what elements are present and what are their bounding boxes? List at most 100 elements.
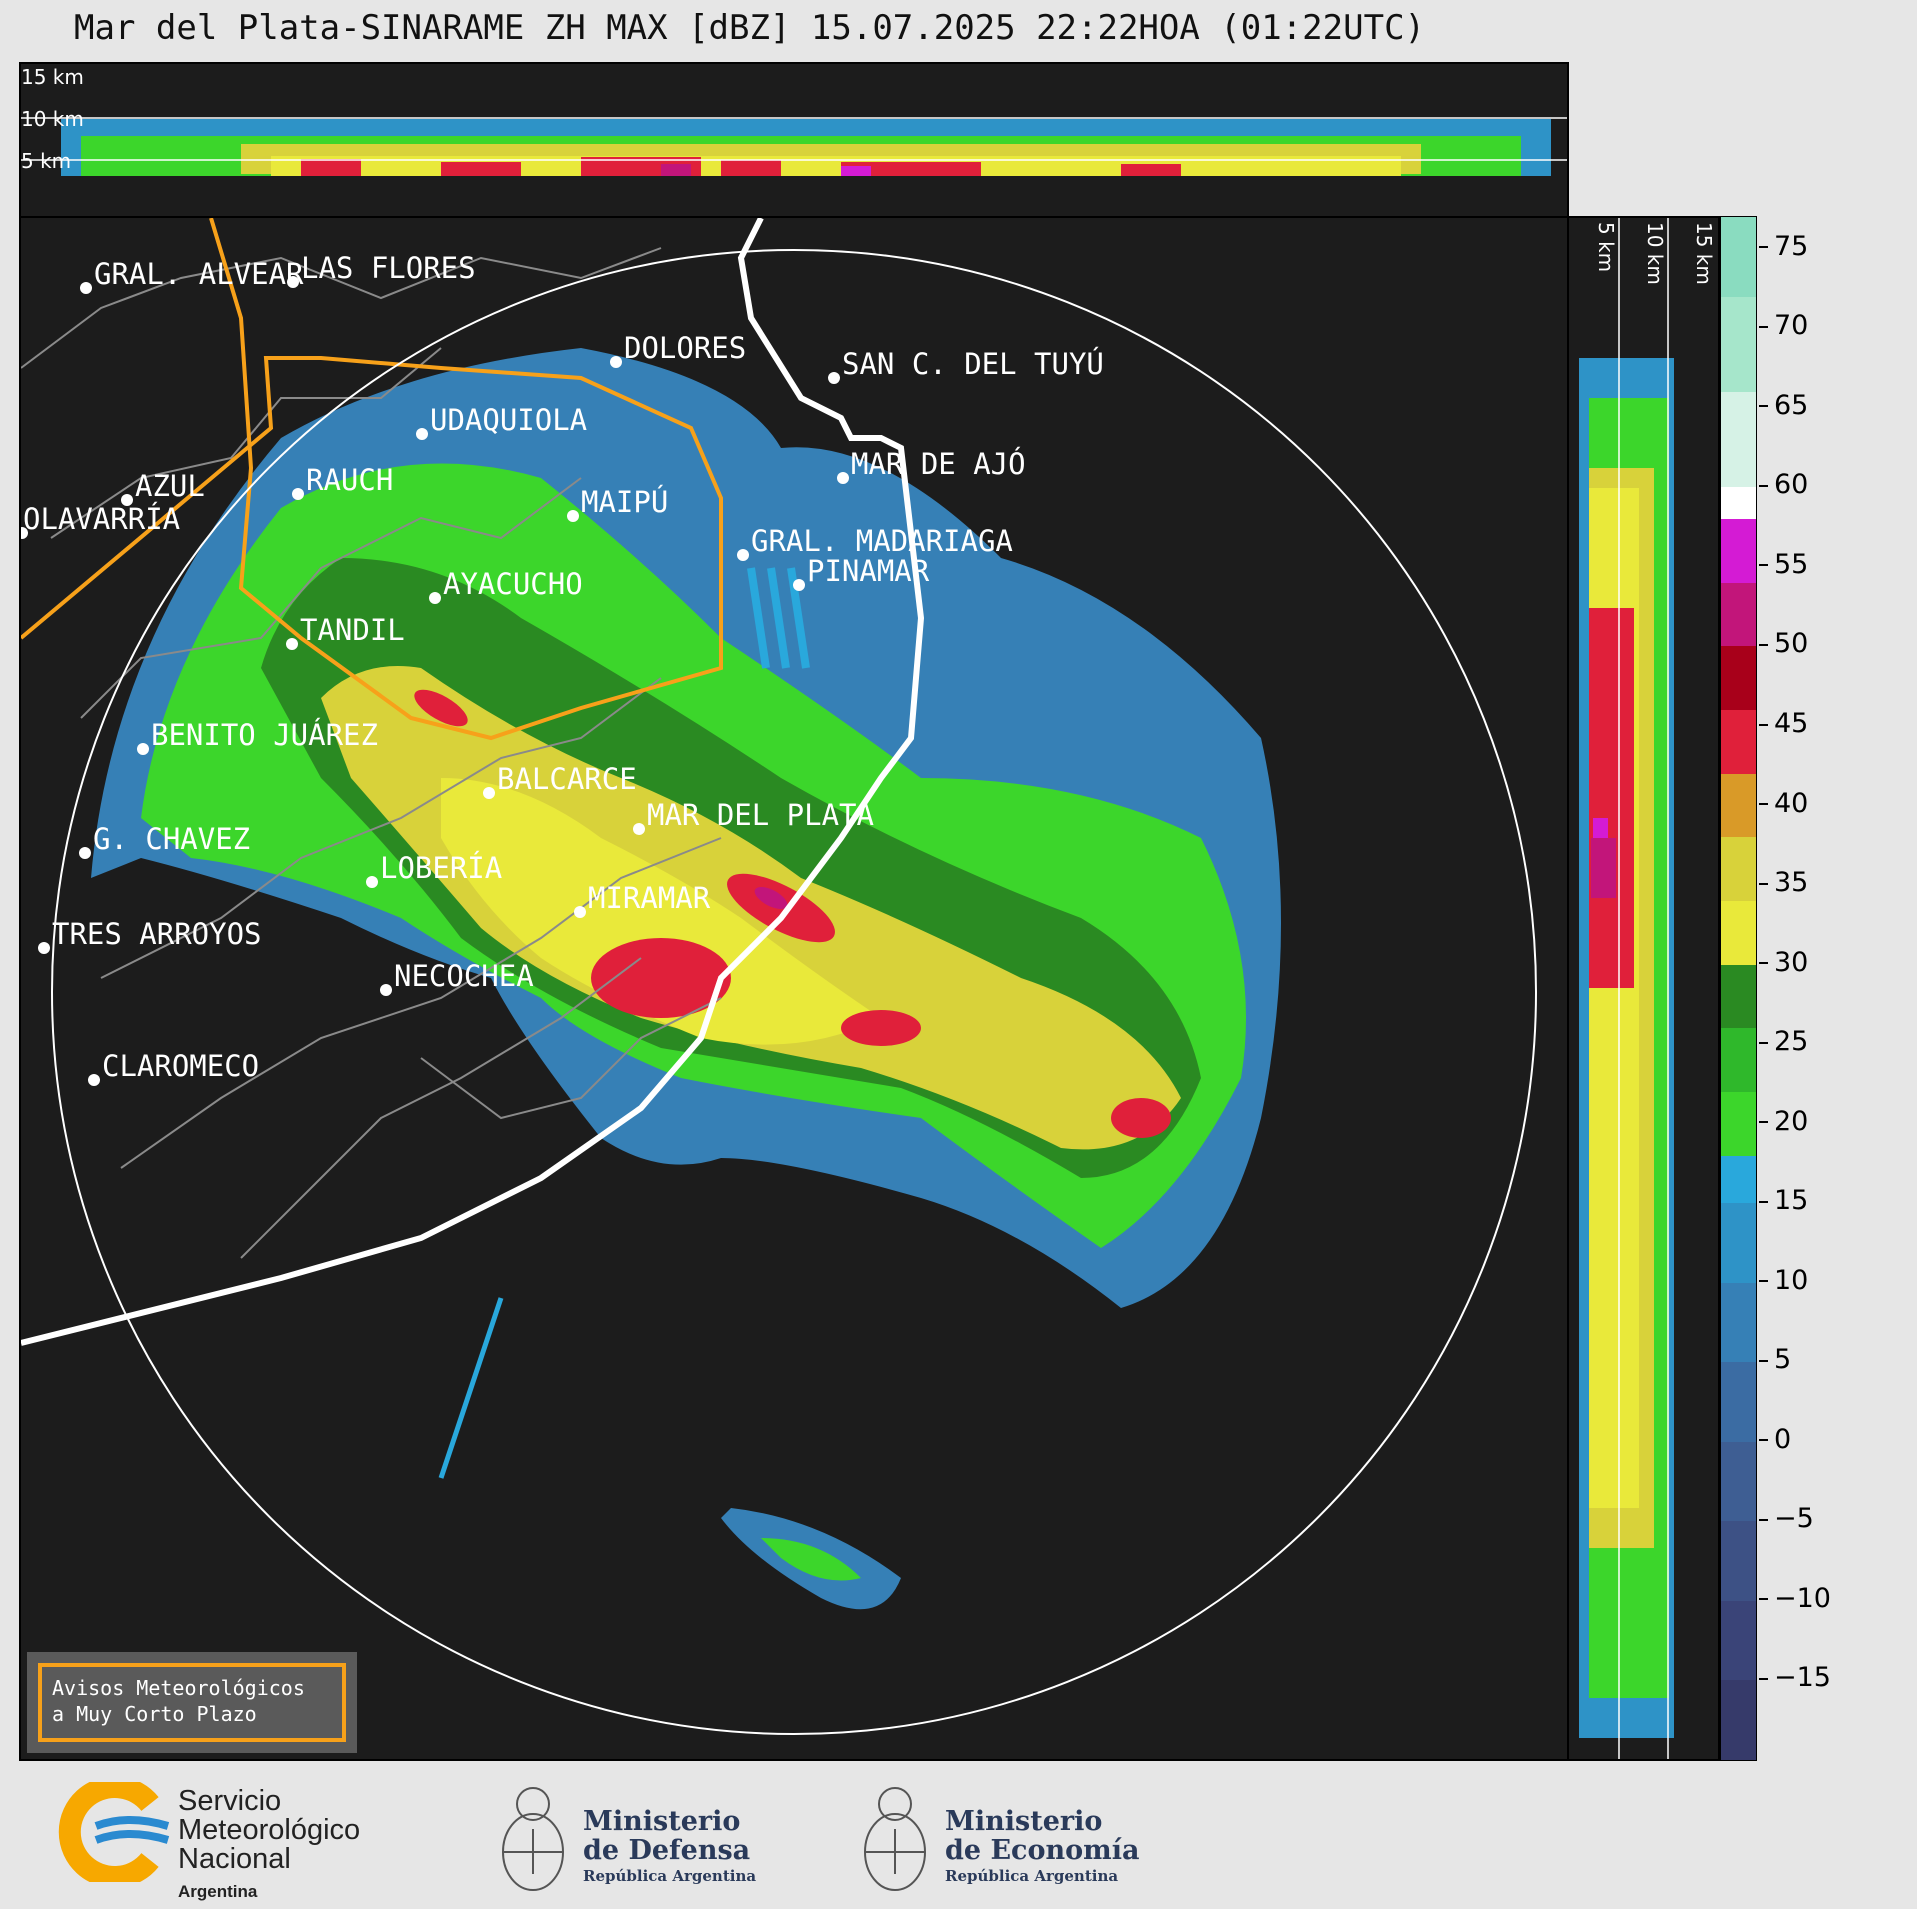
notice-line-2: a Muy Corto Plazo <box>52 1702 257 1726</box>
defensa-line-2: de Defensa <box>583 1835 751 1866</box>
top-height-label-15: 15 km <box>21 65 84 89</box>
city-label: BALCARCE <box>497 762 637 796</box>
colorbar-tick-label: 5 <box>1759 1344 1791 1375</box>
city-label: PINAMAR <box>807 554 930 588</box>
city-label: TRES ARROYOS <box>52 917 262 951</box>
colorbar-segment <box>1721 1600 1756 1681</box>
city-label: CLAROMECO <box>102 1049 259 1083</box>
colorbar-tick-label: 75 <box>1759 231 1808 262</box>
coat-of-arms-icon <box>864 1787 926 1891</box>
colorbar-tick-mark <box>1759 325 1768 328</box>
colorbar-tick-text: −10 <box>1774 1582 1831 1614</box>
colorbar-tick-text: 10 <box>1774 1264 1809 1296</box>
side-height-label-15: 15 km <box>1692 222 1716 285</box>
city-label: GRAL. ALVEAR <box>94 257 304 291</box>
city-dot <box>416 428 428 440</box>
colorbar-segment <box>1721 1155 1756 1204</box>
economia-rep: República Argentina <box>945 1867 1119 1885</box>
colorbar-segment <box>1721 1091 1756 1156</box>
colorbar-tick-text: 15 <box>1774 1185 1809 1217</box>
city-dot <box>88 1074 100 1086</box>
colorbar-segment <box>1721 1203 1756 1283</box>
colorbar-segment <box>1721 1441 1756 1522</box>
colorbar-tick-label: 15 <box>1759 1185 1808 1216</box>
city-label: MAR DE AJÓ <box>851 447 1026 481</box>
city-dot <box>380 984 392 996</box>
colorbar-tick-text: −15 <box>1774 1662 1831 1694</box>
smn-line-2: Meteorológico <box>178 1814 361 1846</box>
city-label: AZUL <box>135 469 205 503</box>
colorbar-tick-label: 60 <box>1759 469 1808 500</box>
colorbar-tick-text: 55 <box>1774 548 1809 580</box>
colorbar-tick-text: 5 <box>1774 1344 1792 1376</box>
colorbar-segment <box>1721 1362 1756 1442</box>
colorbar-tick-label: 0 <box>1759 1424 1791 1455</box>
city-dot <box>137 743 149 755</box>
colorbar-tick-label: 30 <box>1759 947 1808 978</box>
side-cross-section-panel: 5 km 10 km 15 km <box>1567 216 1720 1761</box>
colorbar-tick-text: 25 <box>1774 1026 1809 1058</box>
city-dot <box>80 282 92 294</box>
radar-echo-field <box>91 348 1281 1610</box>
colorbar-segment <box>1721 1028 1756 1092</box>
colorbar-segment <box>1721 710 1756 774</box>
notice-line-1: Avisos Meteorológicos <box>52 1676 305 1700</box>
city-dot <box>366 876 378 888</box>
colorbar-tick-label: 55 <box>1759 549 1808 580</box>
coastline <box>21 218 925 1346</box>
economia-line-2: de Economía <box>945 1835 1140 1866</box>
city-label: UDAQUIOLA <box>430 403 587 437</box>
city-label: MIRAMAR <box>588 881 711 915</box>
colorbar-tick-text: 65 <box>1774 389 1809 421</box>
city-dot <box>837 472 849 484</box>
colorbar-tick-mark <box>1759 803 1768 806</box>
colorbar-tick-text: −5 <box>1774 1503 1814 1535</box>
colorbar-tick-mark <box>1759 1439 1768 1442</box>
top-cross-section-panel: 15 km 10 km 5 km <box>19 62 1569 218</box>
city-dot <box>483 787 495 799</box>
colorbar-tick-mark <box>1759 564 1768 567</box>
page-title: Mar del Plata-SINARAME ZH MAX [dBZ] 15.0… <box>74 8 1426 48</box>
city-label: LOBERÍA <box>380 851 502 885</box>
city-label: DOLORES <box>624 331 746 365</box>
colorbar-tick-label: −15 <box>1759 1662 1831 1693</box>
defensa-logo-text: Ministerio de Defensa República Argentin… <box>583 1807 756 1885</box>
colorbar-segment <box>1721 646 1756 711</box>
footer: Servicio Meteorológico Nacional Argentin… <box>0 1762 1917 1909</box>
side-height-label-5: 5 km <box>1594 222 1618 272</box>
colorbar-tick-mark <box>1759 405 1768 408</box>
colorbar-tick-label: 50 <box>1759 628 1808 659</box>
city-dot <box>737 549 749 561</box>
colorbar-tick-label: −5 <box>1759 1503 1814 1534</box>
city-dot <box>21 527 28 539</box>
city-dot <box>574 906 586 918</box>
region-outline <box>21 218 723 741</box>
economia-logo-text: Ministerio de Economía República Argenti… <box>945 1807 1139 1885</box>
colorbar-tick-mark <box>1759 1677 1768 1680</box>
colorbar-tick-text: 30 <box>1774 946 1809 978</box>
colorbar-tick-label: 40 <box>1759 788 1808 819</box>
top-height-label-10: 10 km <box>21 107 84 131</box>
city-label: SAN C. DEL TUYÚ <box>842 347 1104 381</box>
city-dot <box>38 942 50 954</box>
colorbar-tick-text: 75 <box>1774 230 1809 262</box>
city-label: MAR DEL PLATA <box>647 798 874 832</box>
city-label: NECOCHEA <box>394 959 534 993</box>
radar-map-panel[interactable]: GRAL. ALVEAR LAS FLORES DOLORES SAN C. DEL … <box>19 216 1569 1761</box>
economia-line-1: Ministerio <box>945 1806 1103 1837</box>
side-height-label-10: 10 km <box>1643 222 1667 285</box>
defensa-line-1: Ministerio <box>583 1806 741 1837</box>
notice-box: Avisos Meteorológicos a Muy Corto Plazo <box>27 1652 357 1753</box>
colorbar-tick-mark <box>1759 246 1768 249</box>
colorbar-segment <box>1721 1521 1756 1601</box>
colorbar-tick-label: 70 <box>1759 310 1808 341</box>
colorbar-tick-mark <box>1759 1200 1768 1203</box>
range-ring <box>51 249 1537 1735</box>
colorbar-segment <box>1721 391 1756 488</box>
city-dot <box>567 510 579 522</box>
district-boundaries <box>21 247 722 1259</box>
colorbar-tick-mark <box>1759 484 1768 487</box>
colorbar-tick-text: 50 <box>1774 628 1809 660</box>
colorbar-segment <box>1721 296 1756 392</box>
